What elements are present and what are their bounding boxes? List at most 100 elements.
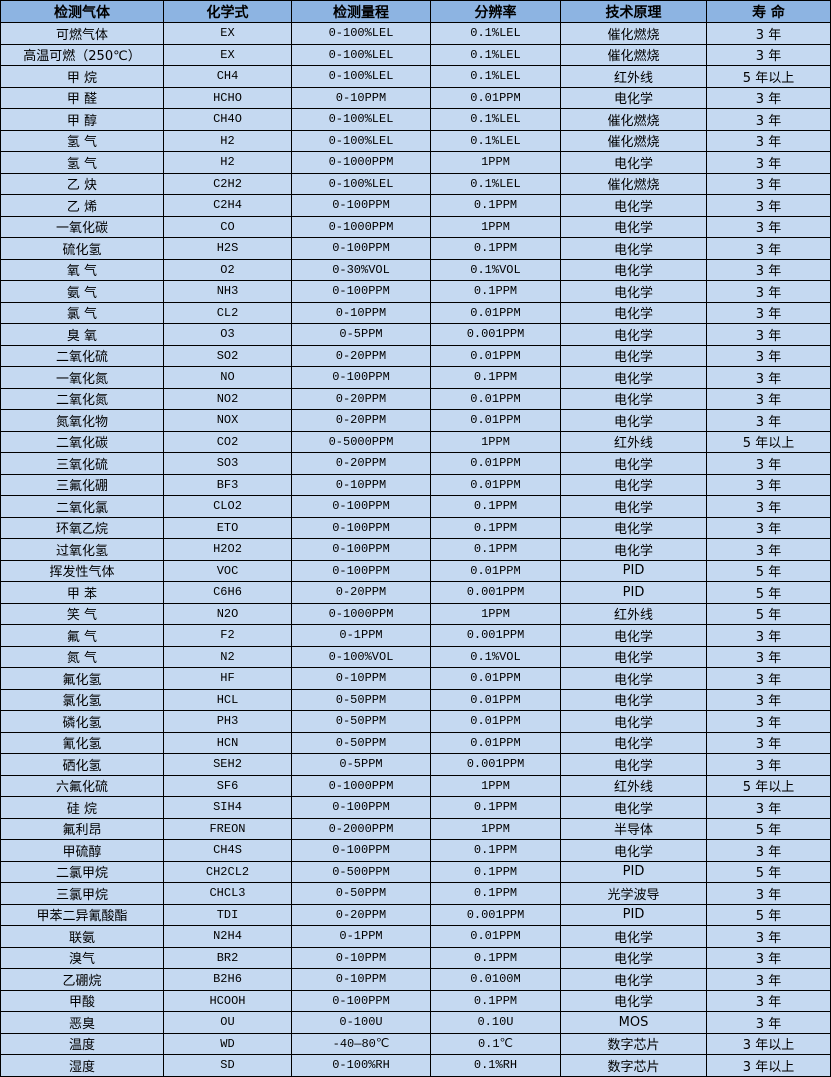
gas-cell: 甲硫醇 — [0, 839, 164, 862]
table-row: 氮氧化物 NOX 0-20PPM 0.01PPM 电化学 3 年 — [0, 409, 831, 432]
resolution-cell: 1PPM — [430, 430, 561, 453]
principle-cell: 光学波导 — [560, 882, 707, 905]
lifespan-cell: 3 年 — [706, 473, 831, 496]
gas-cell: 甲苯二异氰酸酯 — [0, 903, 164, 926]
table-row: 高温可燃（250℃） EX 0-100%LEL 0.1%LEL 催化燃烧 3 年 — [0, 43, 831, 66]
lifespan-cell: 3 年 — [706, 237, 831, 260]
table-row: 溴气 BR2 0-10PPM 0.1PPM 电化学 3 年 — [0, 946, 831, 969]
table-row: 氯化氢 HCL 0-50PPM 0.01PPM 电化学 3 年 — [0, 688, 831, 711]
lifespan-cell: 3 年 — [706, 129, 831, 152]
range-cell: 0-5PPM — [291, 323, 431, 346]
gas-cell: 二氧化碳 — [0, 430, 164, 453]
table-row: 二氧化氯 CLO2 0-100PPM 0.1PPM 电化学 3 年 — [0, 495, 831, 518]
formula-cell: BR2 — [163, 946, 292, 969]
gas-cell: 氨 气 — [0, 280, 164, 303]
resolution-cell: 0.1PPM — [430, 882, 561, 905]
formula-cell: HCOOH — [163, 989, 292, 1012]
principle-cell: 红外线 — [560, 602, 707, 625]
formula-cell: TDI — [163, 903, 292, 926]
formula-cell: CHCL3 — [163, 882, 292, 905]
lifespan-cell: 3 年 — [706, 968, 831, 991]
resolution-cell: 0.1%LEL — [430, 172, 561, 195]
gas-cell: 氟 气 — [0, 624, 164, 647]
table-row: 氟 气 F2 0-1PPM 0.001PPM 电化学 3 年 — [0, 624, 831, 647]
formula-cell: HCN — [163, 731, 292, 754]
table-row: 氮 气 N2 0-100%VOL 0.1%VOL 电化学 3 年 — [0, 645, 831, 668]
header-principle: 技术原理 — [560, 0, 707, 23]
formula-cell: B2H6 — [163, 968, 292, 991]
table-row: 氧 气 O2 0-30%VOL 0.1%VOL 电化学 3 年 — [0, 258, 831, 281]
formula-cell: PH3 — [163, 710, 292, 733]
gas-cell: 一氧化氮 — [0, 366, 164, 389]
lifespan-cell: 3 年 — [706, 731, 831, 754]
lifespan-cell: 3 年 — [706, 516, 831, 539]
gas-cell: 硒化氢 — [0, 753, 164, 776]
gas-cell: 乙 炔 — [0, 172, 164, 195]
range-cell: 0-100PPM — [291, 280, 431, 303]
formula-cell: OU — [163, 1011, 292, 1034]
lifespan-cell: 3 年 — [706, 645, 831, 668]
resolution-cell: 0.1PPM — [430, 946, 561, 969]
table-row: 臭 氧 O3 0-5PPM 0.001PPM 电化学 3 年 — [0, 323, 831, 346]
gas-cell: 高温可燃（250℃） — [0, 43, 164, 66]
gas-cell: 氮氧化物 — [0, 409, 164, 432]
table-row: 二氧化氮 NO2 0-20PPM 0.01PPM 电化学 3 年 — [0, 387, 831, 410]
gas-cell: 环氧乙烷 — [0, 516, 164, 539]
table-row: 二氧化硫 SO2 0-20PPM 0.01PPM 电化学 3 年 — [0, 344, 831, 367]
resolution-cell: 0.01PPM — [430, 86, 561, 109]
principle-cell: 电化学 — [560, 258, 707, 281]
principle-cell: 催化燃烧 — [560, 129, 707, 152]
table-row: 三氟化硼 BF3 0-10PPM 0.01PPM 电化学 3 年 — [0, 473, 831, 496]
lifespan-cell: 3 年 — [706, 22, 831, 45]
resolution-cell: 0.01PPM — [430, 387, 561, 410]
gas-cell: 乙硼烷 — [0, 968, 164, 991]
lifespan-cell: 5 年以上 — [706, 430, 831, 453]
formula-cell: CO2 — [163, 430, 292, 453]
table-row: 甲 醇 CH4O 0-100%LEL 0.1%LEL 催化燃烧 3 年 — [0, 108, 831, 131]
principle-cell: 电化学 — [560, 839, 707, 862]
principle-cell: 电化学 — [560, 151, 707, 174]
table-row: 三氯甲烷 CHCL3 0-50PPM 0.1PPM 光学波导 3 年 — [0, 882, 831, 905]
principle-cell: 催化燃烧 — [560, 22, 707, 45]
gas-cell: 温度 — [0, 1032, 164, 1055]
resolution-cell: 1PPM — [430, 151, 561, 174]
table-row: 六氟化硫 SF6 0-1000PPM 1PPM 红外线 5 年以上 — [0, 774, 831, 797]
gas-cell: 二氧化氮 — [0, 387, 164, 410]
resolution-cell: 0.01PPM — [430, 409, 561, 432]
table-row: 温度 WD -40—80℃ 0.1℃ 数字芯片 3 年以上 — [0, 1032, 831, 1055]
lifespan-cell: 5 年 — [706, 602, 831, 625]
range-cell: 0-1000PPM — [291, 602, 431, 625]
resolution-cell: 0.01PPM — [430, 344, 561, 367]
resolution-cell: 0.0100M — [430, 968, 561, 991]
gas-cell: 甲 苯 — [0, 581, 164, 604]
lifespan-cell: 5 年以上 — [706, 65, 831, 88]
principle-cell: PID — [560, 903, 707, 926]
resolution-cell: 0.1%LEL — [430, 65, 561, 88]
principle-cell: 电化学 — [560, 688, 707, 711]
principle-cell: 电化学 — [560, 215, 707, 238]
formula-cell: C2H4 — [163, 194, 292, 217]
range-cell: -40—80℃ — [291, 1032, 431, 1055]
table-row: 硅 烷 SIH4 0-100PPM 0.1PPM 电化学 3 年 — [0, 796, 831, 819]
resolution-cell: 0.1PPM — [430, 839, 561, 862]
range-cell: 0-20PPM — [291, 344, 431, 367]
gas-cell: 三氟化硼 — [0, 473, 164, 496]
lifespan-cell: 3 年 — [706, 839, 831, 862]
table-row: 环氧乙烷 ETO 0-100PPM 0.1PPM 电化学 3 年 — [0, 516, 831, 539]
formula-cell: C6H6 — [163, 581, 292, 604]
table-row: 甲 醛 HCHO 0-10PPM 0.01PPM 电化学 3 年 — [0, 86, 831, 109]
principle-cell: 红外线 — [560, 774, 707, 797]
principle-cell: 电化学 — [560, 237, 707, 260]
resolution-cell: 0.1%LEL — [430, 129, 561, 152]
principle-cell: 电化学 — [560, 667, 707, 690]
range-cell: 0-100PPM — [291, 366, 431, 389]
lifespan-cell: 3 年 — [706, 925, 831, 948]
formula-cell: SF6 — [163, 774, 292, 797]
table-row: 甲硫醇 CH4S 0-100PPM 0.1PPM 电化学 3 年 — [0, 839, 831, 862]
lifespan-cell: 5 年 — [706, 860, 831, 883]
lifespan-cell: 3 年 — [706, 688, 831, 711]
formula-cell: CH4O — [163, 108, 292, 131]
formula-cell: VOC — [163, 559, 292, 582]
table-row: 联氨 N2H4 0-1PPM 0.01PPM 电化学 3 年 — [0, 925, 831, 948]
gas-cell: 二氧化氯 — [0, 495, 164, 518]
